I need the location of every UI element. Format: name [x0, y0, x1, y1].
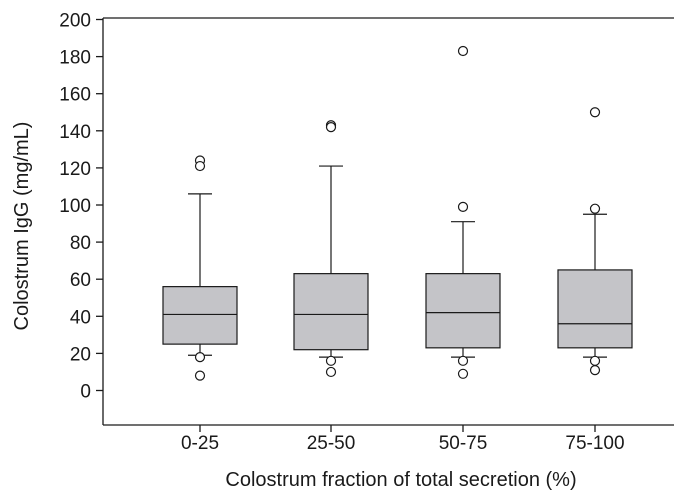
x-tick-label: 25-50	[307, 433, 356, 454]
y-tick-label: 0	[80, 382, 91, 403]
y-tick-label: 40	[70, 307, 91, 328]
outlier-point	[194, 370, 206, 381]
outlier-point	[194, 160, 206, 172]
y-tick-label: 160	[59, 85, 91, 106]
y-tick-label: 180	[59, 48, 91, 69]
outlier-point	[325, 121, 337, 133]
box-group-0-25	[162, 155, 238, 381]
x-tick-label: 0-25	[181, 433, 219, 454]
iqr-box	[162, 286, 238, 345]
outlier-point	[194, 352, 206, 363]
outlier-point	[589, 107, 601, 118]
y-tick-label: 100	[59, 196, 91, 217]
outlier-point	[589, 364, 601, 376]
plot-frame	[102, 17, 674, 426]
y-tick-label: 120	[59, 159, 91, 180]
outlier-point	[589, 355, 601, 366]
box-group-25-50	[293, 120, 369, 378]
y-tick-label: 20	[70, 344, 91, 365]
x-axis-ticks: 0-25 25-50 50-75 75-100	[181, 425, 625, 454]
y-tick-label: 80	[70, 233, 91, 254]
y-axis-ticks: 0 20 40 60 80 100 120 140 160 180 200	[59, 11, 103, 403]
box-group-75-100	[557, 107, 633, 376]
y-tick-label: 140	[59, 122, 91, 143]
x-axis-label: Colostrum fraction of total secretion (%…	[225, 469, 576, 491]
y-axis-label: Colostrum IgG (mg/mL)	[11, 122, 33, 331]
y-tick-label: 60	[70, 270, 91, 291]
x-tick-label: 75-100	[565, 433, 624, 454]
box-group-50-75	[425, 45, 501, 379]
outlier-point	[325, 355, 337, 366]
outlier-point	[457, 201, 469, 212]
outlier-point	[457, 368, 469, 379]
outlier-point	[457, 355, 469, 366]
outlier-point	[325, 366, 337, 378]
outlier-point	[457, 45, 469, 57]
iqr-box	[425, 273, 501, 349]
box-series	[162, 45, 633, 381]
outlier-point	[589, 203, 601, 214]
y-tick-label: 200	[59, 11, 91, 32]
iqr-box	[293, 273, 369, 351]
iqr-box	[557, 269, 633, 349]
x-tick-label: 50-75	[439, 433, 488, 454]
